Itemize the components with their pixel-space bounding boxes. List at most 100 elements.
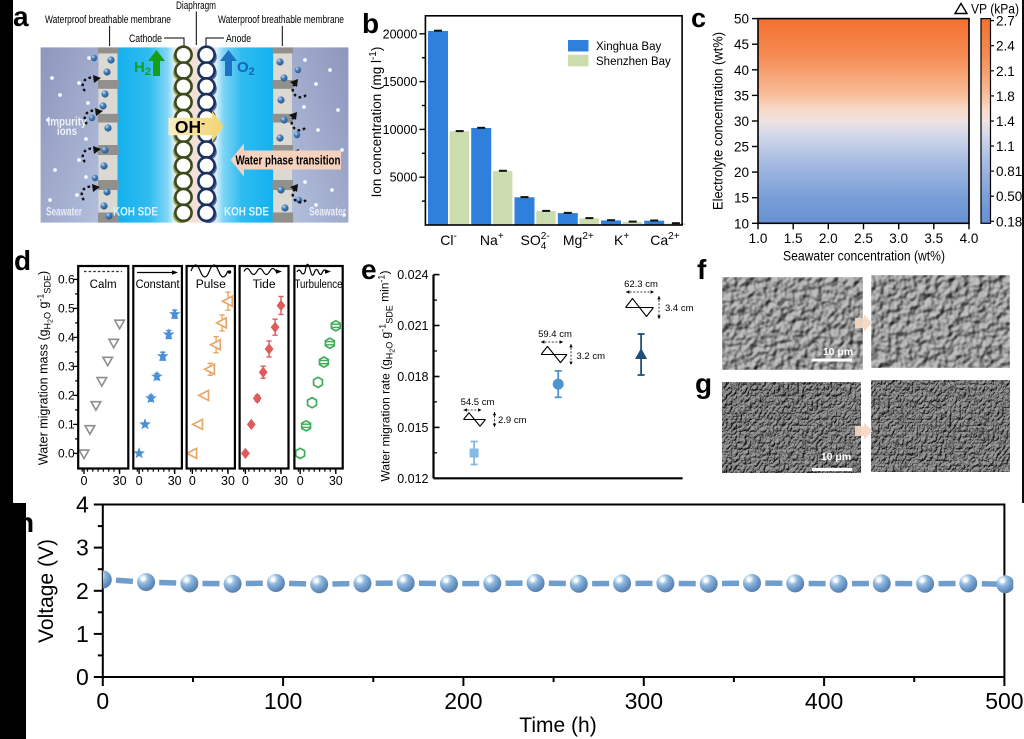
svg-text:2.1: 2.1 — [996, 64, 1015, 79]
svg-text:0.1: 0.1 — [58, 418, 75, 432]
svg-text:1.4: 1.4 — [996, 114, 1015, 129]
svg-text:0.50: 0.50 — [996, 189, 1022, 204]
svg-text:3.4 cm: 3.4 cm — [665, 303, 694, 314]
svg-text:2.7: 2.7 — [996, 14, 1015, 29]
svg-text:62.3 cm: 62.3 cm — [624, 279, 658, 290]
svg-text:Shenzhen Bay: Shenzhen Bay — [596, 56, 671, 68]
svg-text:2.0: 2.0 — [819, 231, 838, 246]
svg-text:KOH SDE: KOH SDE — [113, 205, 158, 219]
svg-text:2.4: 2.4 — [996, 39, 1015, 54]
svg-text:0: 0 — [96, 688, 109, 714]
svg-text:400: 400 — [805, 688, 843, 714]
svg-text:VP (kPa): VP (kPa) — [971, 2, 1019, 17]
svg-text:Na+: Na+ — [480, 231, 504, 248]
svg-text:30: 30 — [113, 474, 127, 488]
svg-text:0.18: 0.18 — [996, 214, 1022, 229]
svg-text:0.015: 0.015 — [397, 421, 428, 435]
svg-text:Time (h): Time (h) — [519, 714, 596, 737]
svg-text:35: 35 — [734, 88, 749, 103]
svg-text:20: 20 — [734, 165, 749, 180]
svg-text:10 μm: 10 μm — [821, 451, 851, 463]
svg-text:59.4 cm: 59.4 cm — [538, 329, 572, 340]
svg-text:2: 2 — [76, 578, 89, 604]
svg-text:1.8: 1.8 — [996, 89, 1015, 104]
svg-text:Water migration rate (gH2O g-1: Water migration rate (gH2O g-1SDE min-1) — [377, 271, 397, 482]
svg-text:0.6: 0.6 — [58, 273, 75, 287]
svg-text:Pulse: Pulse — [196, 279, 226, 291]
svg-text:54.5 cm: 54.5 cm — [461, 397, 495, 408]
svg-text:SO42-: SO42- — [520, 231, 549, 252]
svg-text:10: 10 — [734, 216, 749, 231]
svg-text:3.0: 3.0 — [889, 231, 908, 246]
svg-text:1: 1 — [76, 621, 89, 647]
svg-text:0.024: 0.024 — [397, 268, 428, 282]
svg-text:Cl-: Cl- — [440, 231, 457, 248]
svg-text:0.012: 0.012 — [397, 472, 428, 486]
svg-text:Calm: Calm — [90, 279, 117, 291]
svg-text:10 μm: 10 μm — [823, 346, 853, 358]
svg-text:30: 30 — [221, 474, 235, 488]
svg-text:0.018: 0.018 — [397, 370, 428, 384]
svg-text:45: 45 — [734, 37, 749, 52]
svg-text:3.5: 3.5 — [924, 231, 943, 246]
svg-text:30: 30 — [329, 474, 343, 488]
svg-text:0: 0 — [76, 664, 89, 690]
svg-text:100: 100 — [264, 688, 302, 714]
svg-text:0: 0 — [189, 474, 196, 488]
svg-text:0.5: 0.5 — [58, 302, 75, 316]
svg-text:1.1: 1.1 — [996, 139, 1015, 154]
svg-text:40: 40 — [734, 63, 749, 78]
svg-text:OH-: OH- — [175, 116, 205, 137]
svg-text:Cathode: Cathode — [129, 33, 162, 45]
svg-text:2.5: 2.5 — [854, 231, 873, 246]
svg-text:Water migration mass (gH2O g-1: Water migration mass (gH2O g-1SDE) — [36, 271, 55, 465]
svg-text:Seawater: Seawater — [46, 205, 82, 219]
svg-text:Constant: Constant — [136, 279, 181, 291]
svg-text:Waterproof breathable membrane: Waterproof breathable membrane — [45, 14, 171, 26]
svg-text:0.4: 0.4 — [58, 331, 75, 345]
svg-text:0: 0 — [297, 474, 304, 488]
svg-text:Water phase transition: Water phase transition — [236, 154, 341, 168]
svg-text:Seawater: Seawater — [309, 205, 346, 219]
svg-text:0: 0 — [136, 474, 143, 488]
svg-text:ions: ions — [57, 124, 77, 138]
svg-text:30: 30 — [734, 114, 749, 129]
svg-text:200: 200 — [444, 688, 482, 714]
svg-text:500: 500 — [985, 688, 1023, 714]
svg-text:Waterproof breathable membrane: Waterproof breathable membrane — [218, 14, 344, 26]
svg-text:5000: 5000 — [390, 171, 418, 185]
svg-text:4.0: 4.0 — [960, 231, 979, 246]
svg-text:20000: 20000 — [383, 27, 418, 41]
svg-text:Turbulence: Turbulence — [295, 279, 343, 291]
svg-text:Xinghua Bay: Xinghua Bay — [596, 41, 661, 53]
svg-text:3: 3 — [76, 535, 89, 561]
svg-text:Tide: Tide — [253, 279, 276, 291]
svg-text:Ion concentration (mg l-1): Ion concentration (mg l-1) — [368, 47, 384, 198]
svg-text:0: 0 — [81, 474, 88, 488]
svg-text:1.5: 1.5 — [784, 231, 803, 246]
svg-text:K+: K+ — [614, 231, 629, 248]
svg-text:1.0: 1.0 — [749, 231, 768, 246]
svg-text:300: 300 — [625, 688, 663, 714]
svg-text:KOH SDE: KOH SDE — [224, 205, 269, 219]
svg-text:50: 50 — [734, 12, 749, 27]
svg-text:30: 30 — [168, 474, 182, 488]
svg-text:3.2 cm: 3.2 cm — [577, 351, 606, 362]
svg-text:Ca2+: Ca2+ — [650, 231, 679, 248]
svg-text:0.3: 0.3 — [58, 360, 75, 374]
svg-text:Mg2+: Mg2+ — [563, 231, 594, 248]
svg-text:30: 30 — [274, 474, 288, 488]
svg-text:25: 25 — [734, 140, 749, 155]
svg-text:Voltage (V): Voltage (V) — [35, 539, 58, 643]
svg-text:Electrolyte concentration (wt%: Electrolyte concentration (wt%) — [711, 32, 726, 210]
svg-text:15000: 15000 — [383, 75, 418, 89]
svg-text:10000: 10000 — [383, 123, 418, 137]
svg-text:15: 15 — [734, 191, 749, 206]
svg-text:0: 0 — [242, 474, 249, 488]
svg-text:0.2: 0.2 — [58, 389, 75, 403]
svg-text:0.0: 0.0 — [58, 447, 75, 461]
svg-text:Seawater concentration (wt%): Seawater concentration (wt%) — [783, 248, 945, 263]
svg-text:Anode: Anode — [226, 33, 251, 45]
svg-text:Impurity: Impurity — [48, 115, 87, 129]
svg-text:0.021: 0.021 — [397, 319, 428, 333]
